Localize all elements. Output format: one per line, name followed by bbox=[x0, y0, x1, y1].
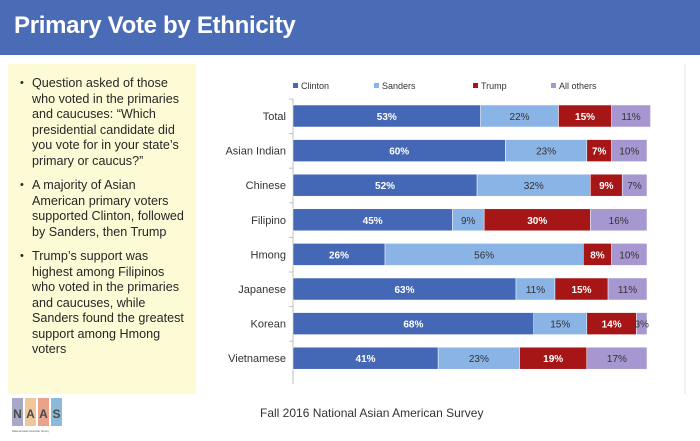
sidebar-notes: • Question asked of those who voted in th… bbox=[8, 64, 196, 394]
bar-segment bbox=[586, 346, 648, 370]
data-label: 53% bbox=[377, 112, 397, 123]
bullet-marker: • bbox=[20, 179, 24, 191]
data-label: 45% bbox=[363, 216, 383, 227]
data-label: 10% bbox=[619, 147, 639, 158]
stacked-bar-chart: Clinton Sanders Trump All others Total 53% 22%… bbox=[196, 64, 692, 394]
bullet-text: Trump’s support was highest among Filipi… bbox=[32, 249, 184, 356]
data-label: 7% bbox=[627, 181, 642, 192]
data-label: 14% bbox=[602, 320, 622, 331]
legend-swatch bbox=[473, 83, 478, 88]
data-label: 15% bbox=[575, 112, 595, 123]
logo-letter: S bbox=[52, 407, 60, 421]
category-label: Korean bbox=[251, 319, 286, 331]
data-label: 41% bbox=[356, 354, 376, 365]
data-label: 10% bbox=[619, 250, 639, 261]
data-label: 68% bbox=[403, 320, 423, 331]
data-label: 19% bbox=[543, 354, 563, 365]
category-label: Vietnamese bbox=[228, 353, 286, 365]
data-label: 11% bbox=[618, 285, 637, 296]
category-label: Asian Indian bbox=[225, 146, 286, 158]
bar-segment bbox=[636, 312, 648, 335]
data-label: 32% bbox=[524, 181, 544, 192]
data-label: 60% bbox=[389, 147, 409, 158]
bullet-marker: • bbox=[20, 77, 24, 89]
data-label: 9% bbox=[461, 216, 476, 227]
sidebar-bullet: • Question asked of those who voted in th… bbox=[20, 76, 190, 169]
bullet-text: Question asked of those who voted in the… bbox=[32, 76, 179, 168]
logo-letter-block bbox=[12, 398, 23, 426]
category-label: Total bbox=[263, 111, 286, 123]
footer-source: Fall 2016 National Asian American Survey bbox=[260, 406, 484, 420]
legend-label: Clinton bbox=[301, 81, 329, 91]
legend-swatch bbox=[374, 83, 379, 88]
header-banner: Primary Vote by Ethnicity bbox=[0, 0, 700, 55]
logo-letter: A bbox=[26, 407, 35, 421]
category-label: Hmong bbox=[251, 249, 286, 261]
logo-letter-block bbox=[25, 398, 36, 426]
data-label: 15% bbox=[572, 285, 592, 296]
data-label: 15% bbox=[550, 320, 570, 331]
data-label: 11% bbox=[621, 112, 640, 123]
data-label: 22% bbox=[510, 112, 530, 123]
bullet-text: A majority of Asian American primary vot… bbox=[32, 178, 184, 239]
bar-segment bbox=[621, 173, 648, 197]
sidebar-bullet: • A majority of Asian American primary vo… bbox=[20, 178, 190, 240]
data-label: 23% bbox=[469, 354, 489, 365]
data-label: 8% bbox=[590, 250, 605, 261]
data-label: 17% bbox=[607, 354, 627, 365]
data-label: 63% bbox=[395, 285, 415, 296]
legend-label: All others bbox=[559, 81, 597, 91]
page-title: Primary Vote by Ethnicity bbox=[14, 12, 296, 39]
data-label: 7% bbox=[592, 147, 607, 158]
logo-letter: N bbox=[13, 407, 22, 421]
logo-letter-block bbox=[38, 398, 49, 426]
bullet-marker: • bbox=[20, 250, 24, 262]
data-label: 52% bbox=[375, 181, 395, 192]
sidebar-bullet: • Trump’s support was highest among Filip… bbox=[20, 249, 190, 358]
legend-swatch bbox=[551, 83, 556, 88]
legend-label: Sanders bbox=[382, 81, 416, 91]
data-label: 3% bbox=[634, 320, 649, 331]
data-label: 11% bbox=[526, 285, 545, 296]
data-label: 23% bbox=[536, 147, 556, 158]
bar-segment bbox=[611, 243, 648, 266]
bullet-list: • Question asked of those who voted in th… bbox=[8, 64, 196, 358]
bar-segment bbox=[590, 208, 648, 232]
category-label: Japanese bbox=[238, 284, 286, 296]
bar-segment bbox=[607, 277, 648, 301]
chart-area: Clinton Sanders Trump All others Total 53% 22%… bbox=[196, 64, 692, 394]
bar-segment bbox=[611, 104, 651, 128]
legend-label: Trump bbox=[481, 81, 507, 91]
logo-caption: National Asian American Survey bbox=[12, 429, 50, 433]
legend-swatch bbox=[293, 83, 298, 88]
data-label: 56% bbox=[474, 250, 494, 261]
data-label: 30% bbox=[527, 216, 547, 227]
logo-letter: A bbox=[39, 407, 48, 421]
data-label: 16% bbox=[609, 216, 629, 227]
category-label: Chinese bbox=[246, 180, 286, 192]
logo-letter-block bbox=[51, 398, 62, 426]
data-label: 9% bbox=[599, 181, 614, 192]
data-label: 26% bbox=[329, 250, 349, 261]
bar-segment bbox=[611, 139, 648, 162]
category-label: Filipino bbox=[251, 215, 286, 227]
